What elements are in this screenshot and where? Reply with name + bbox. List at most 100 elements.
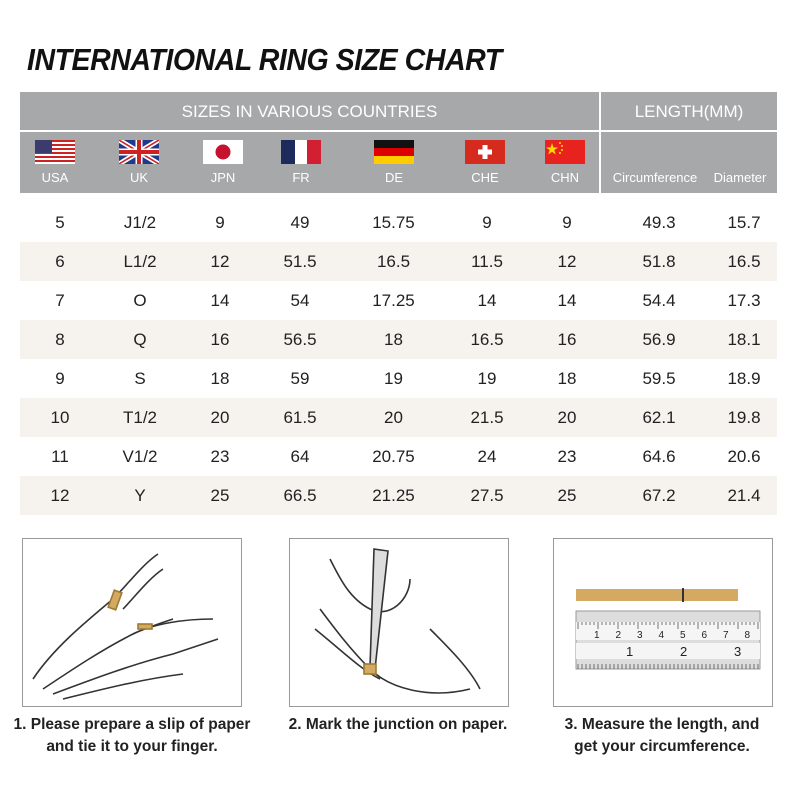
table-row: 7 O 14 54 17.25 14 14 54.4 17.3 — [20, 281, 777, 320]
table-cell: 25 — [557, 485, 577, 505]
table-cell: 64.6 — [642, 446, 676, 466]
table-cell: 15.75 — [372, 212, 415, 232]
ruler-mark: 3 — [637, 630, 643, 641]
country-label: DE — [384, 170, 404, 185]
country-label: CHE — [471, 170, 499, 185]
caption-line: 2. Mark the junction on paper. — [288, 716, 508, 733]
table-cell: 16 — [210, 329, 230, 349]
table-cell: 20 — [384, 407, 403, 427]
table-row: 12 Y 25 66.5 21.25 27.5 25 67.2 21.4 — [20, 476, 777, 515]
table-cell: 19.8 — [727, 407, 761, 427]
ruler-mark: 6 — [702, 630, 708, 641]
table-cell: 20 — [210, 407, 230, 427]
table-cell: 18 — [384, 329, 403, 349]
divider — [20, 130, 777, 132]
table-cell: 5 — [55, 212, 65, 232]
table-row: 6 L1/2 12 51.5 16.5 11.5 12 51.8 16.5 — [20, 242, 777, 281]
ruler-mark: 1 — [626, 644, 633, 659]
table-cell: 18.9 — [727, 368, 761, 388]
table-cell: 23 — [557, 446, 577, 466]
table-cell: 14 — [557, 290, 577, 310]
table-cell: 12 — [557, 251, 577, 271]
table-cell: Q — [133, 329, 147, 349]
table-cell: 16.5 — [470, 329, 504, 349]
table-cell: 11 — [51, 446, 69, 466]
table-cell: 23 — [210, 446, 230, 466]
table-cell: 18 — [210, 368, 230, 388]
table-cell: 21.25 — [372, 485, 415, 505]
step3-caption: 3. Measure the length, and get your circu… — [522, 714, 800, 758]
table-row: 10 T1/2 20 61.5 20 21.5 20 62.1 19.8 — [20, 398, 777, 437]
table-cell: 20.6 — [727, 446, 761, 466]
size-table-body: 5 J1/2 9 49 15.75 9 9 49.3 15.7 6 L1/2 12 51.5 16.5 11… — [20, 203, 777, 515]
table-cell: 21.4 — [727, 485, 761, 505]
table-cell: 19 — [384, 368, 403, 388]
table-cell: S — [134, 368, 146, 388]
table-cell: 64 — [290, 446, 310, 466]
country-label: FR — [292, 170, 310, 185]
table-cell: 15.7 — [727, 212, 761, 232]
ruler-icon: 1 2 3 4 5 6 7 81 2 3 — [575, 588, 761, 670]
country-label: USA — [41, 170, 69, 185]
ruler-mark: 5 — [680, 630, 686, 641]
country-label: CHN — [550, 170, 580, 185]
table-cell: 25 — [210, 485, 230, 505]
table-cell: 12 — [50, 485, 70, 505]
table-cell: 51.8 — [642, 251, 676, 271]
country-label: JPN — [210, 170, 236, 185]
table-cell: T1/2 — [122, 407, 158, 427]
table-cell: 17.3 — [727, 290, 761, 310]
ruler-mark: 1 — [594, 630, 600, 641]
table-cell: 8 — [55, 329, 65, 349]
length-heading: LENGTH(MM) — [634, 102, 744, 121]
circumference-label: Circumference — [612, 170, 698, 185]
table-cell: 24 — [477, 446, 497, 466]
table-cell: 59.5 — [642, 368, 676, 388]
table-cell: V1/2 — [122, 446, 158, 466]
ruler-mark: 7 — [723, 630, 729, 641]
table-cell: 49.3 — [642, 212, 676, 232]
usa-flag-icon — [35, 140, 75, 164]
ruler-mark: 8 — [745, 630, 751, 641]
table-cell: 18.1 — [727, 329, 761, 349]
table-cell: O — [133, 290, 147, 310]
caption-line: 1. Please prepare a slip of paper — [13, 716, 251, 733]
table-cell: 27.5 — [470, 485, 504, 505]
table-cell: 11.5 — [471, 251, 503, 271]
table-header: SIZES IN VARIOUS COUNTRIES LENGTH(MM) US… — [20, 92, 777, 193]
table-cell: 7 — [55, 290, 65, 310]
caption-line: get your circumference. — [574, 738, 750, 755]
step2-illustration — [289, 538, 509, 707]
diameter-label: Diameter — [713, 170, 767, 185]
switzerland-flag-icon — [465, 140, 505, 164]
table-cell: 14 — [210, 290, 230, 310]
table-cell: 6 — [55, 251, 65, 271]
table-cell: 54.4 — [642, 290, 676, 310]
ruler-mark: 3 — [734, 644, 741, 659]
table-row: 11 V1/2 23 64 20.75 24 23 64.6 20.6 — [20, 437, 777, 476]
table-cell: 62.1 — [642, 407, 676, 427]
table-cell: 9 — [215, 212, 225, 232]
step2-caption: 2. Mark the junction on paper. — [258, 714, 538, 736]
table-cell: 59 — [290, 368, 310, 388]
table-cell: 51.5 — [283, 251, 317, 271]
germany-flag-icon — [374, 140, 414, 164]
table-cell: 12 — [210, 251, 230, 271]
table-cell: 16 — [557, 329, 577, 349]
table-cell: 21.5 — [470, 407, 504, 427]
country-label: UK — [129, 170, 149, 185]
table-cell: J1/2 — [123, 212, 157, 232]
table-cell: 14 — [477, 290, 497, 310]
china-flag-icon — [545, 140, 585, 164]
caption-line: and tie it to your finger. — [46, 738, 218, 755]
caption-line: 3. Measure the length, and — [564, 716, 760, 733]
table-cell: Y — [134, 485, 146, 505]
table-cell: 66.5 — [283, 485, 317, 505]
table-cell: 18 — [557, 368, 577, 388]
table-cell: 9 — [55, 368, 65, 388]
step1-caption: 1. Please prepare a slip of paper and tie… — [0, 714, 272, 758]
table-cell: 49 — [290, 212, 310, 232]
france-flag-icon — [281, 140, 321, 164]
step1-illustration — [22, 538, 242, 707]
